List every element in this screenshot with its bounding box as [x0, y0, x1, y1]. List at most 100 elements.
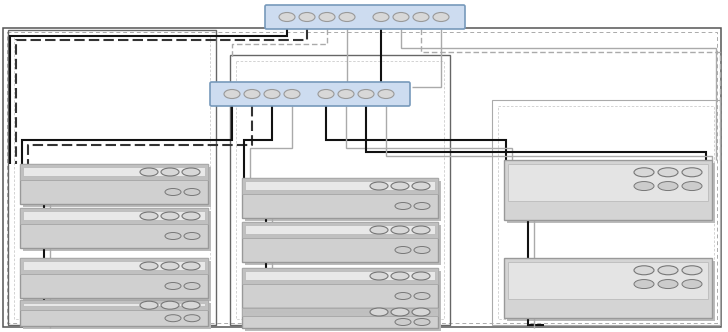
Ellipse shape — [391, 182, 409, 190]
Ellipse shape — [161, 262, 179, 270]
Ellipse shape — [658, 280, 678, 289]
Bar — [504, 160, 712, 220]
Bar — [242, 268, 438, 284]
Bar — [230, 55, 450, 325]
Bar — [245, 311, 441, 331]
Ellipse shape — [391, 272, 409, 280]
Bar — [242, 308, 438, 328]
Ellipse shape — [414, 292, 430, 299]
Ellipse shape — [182, 168, 200, 176]
Ellipse shape — [634, 266, 654, 275]
Ellipse shape — [184, 283, 200, 290]
Bar — [508, 262, 708, 299]
Ellipse shape — [370, 272, 388, 280]
Bar — [20, 208, 208, 224]
Ellipse shape — [370, 182, 388, 190]
Bar — [236, 61, 444, 319]
Bar — [245, 225, 441, 265]
Ellipse shape — [412, 308, 430, 316]
Ellipse shape — [414, 246, 430, 254]
Ellipse shape — [395, 292, 411, 299]
Bar — [8, 30, 216, 325]
Ellipse shape — [658, 182, 678, 191]
Ellipse shape — [161, 301, 179, 309]
Ellipse shape — [244, 90, 260, 99]
Bar — [23, 303, 205, 306]
Ellipse shape — [634, 280, 654, 289]
Ellipse shape — [165, 232, 181, 239]
Bar — [23, 211, 205, 220]
Ellipse shape — [299, 13, 315, 22]
Ellipse shape — [373, 13, 389, 22]
Bar — [498, 106, 714, 319]
Ellipse shape — [395, 318, 411, 325]
Ellipse shape — [658, 168, 678, 177]
Ellipse shape — [161, 168, 179, 176]
Ellipse shape — [140, 262, 158, 270]
Bar — [23, 167, 205, 176]
Ellipse shape — [378, 90, 394, 99]
Ellipse shape — [264, 90, 280, 99]
Ellipse shape — [339, 13, 355, 22]
Ellipse shape — [395, 246, 411, 254]
FancyBboxPatch shape — [265, 5, 465, 29]
Ellipse shape — [391, 226, 409, 234]
Ellipse shape — [682, 168, 702, 177]
Bar — [23, 303, 211, 329]
Ellipse shape — [414, 203, 430, 209]
Bar — [23, 261, 205, 270]
Ellipse shape — [393, 13, 409, 22]
Ellipse shape — [284, 90, 300, 99]
Ellipse shape — [370, 308, 388, 316]
Ellipse shape — [370, 226, 388, 234]
Ellipse shape — [165, 283, 181, 290]
Ellipse shape — [634, 182, 654, 191]
Ellipse shape — [395, 203, 411, 209]
Bar — [20, 300, 208, 310]
Ellipse shape — [358, 90, 374, 99]
Bar — [242, 308, 438, 316]
Bar — [242, 178, 438, 218]
Ellipse shape — [184, 232, 200, 239]
Ellipse shape — [634, 168, 654, 177]
Ellipse shape — [412, 272, 430, 280]
Bar — [242, 268, 438, 308]
Bar — [20, 258, 208, 298]
Bar — [242, 222, 438, 262]
Bar — [492, 100, 720, 325]
Ellipse shape — [414, 318, 430, 325]
Ellipse shape — [318, 90, 334, 99]
Bar — [504, 258, 712, 318]
Bar — [245, 311, 435, 312]
Ellipse shape — [682, 182, 702, 191]
Bar — [20, 258, 208, 274]
Ellipse shape — [182, 212, 200, 220]
Bar — [23, 211, 211, 251]
Ellipse shape — [140, 301, 158, 309]
FancyBboxPatch shape — [210, 82, 410, 106]
Bar — [20, 300, 208, 326]
Ellipse shape — [682, 280, 702, 289]
Bar — [242, 178, 438, 194]
Bar — [14, 36, 210, 319]
Bar — [245, 181, 435, 190]
Bar — [7, 32, 717, 323]
Bar — [242, 222, 438, 238]
Ellipse shape — [140, 168, 158, 176]
Ellipse shape — [161, 212, 179, 220]
Ellipse shape — [224, 90, 240, 99]
Bar — [507, 163, 715, 223]
Ellipse shape — [165, 189, 181, 196]
Bar — [23, 167, 211, 207]
Ellipse shape — [433, 13, 449, 22]
Ellipse shape — [279, 13, 295, 22]
Ellipse shape — [391, 308, 409, 316]
Ellipse shape — [338, 90, 354, 99]
Ellipse shape — [682, 266, 702, 275]
Bar — [245, 181, 441, 221]
Bar — [245, 225, 435, 234]
Bar — [508, 164, 708, 201]
Ellipse shape — [165, 315, 181, 322]
Ellipse shape — [658, 266, 678, 275]
Ellipse shape — [182, 301, 200, 309]
